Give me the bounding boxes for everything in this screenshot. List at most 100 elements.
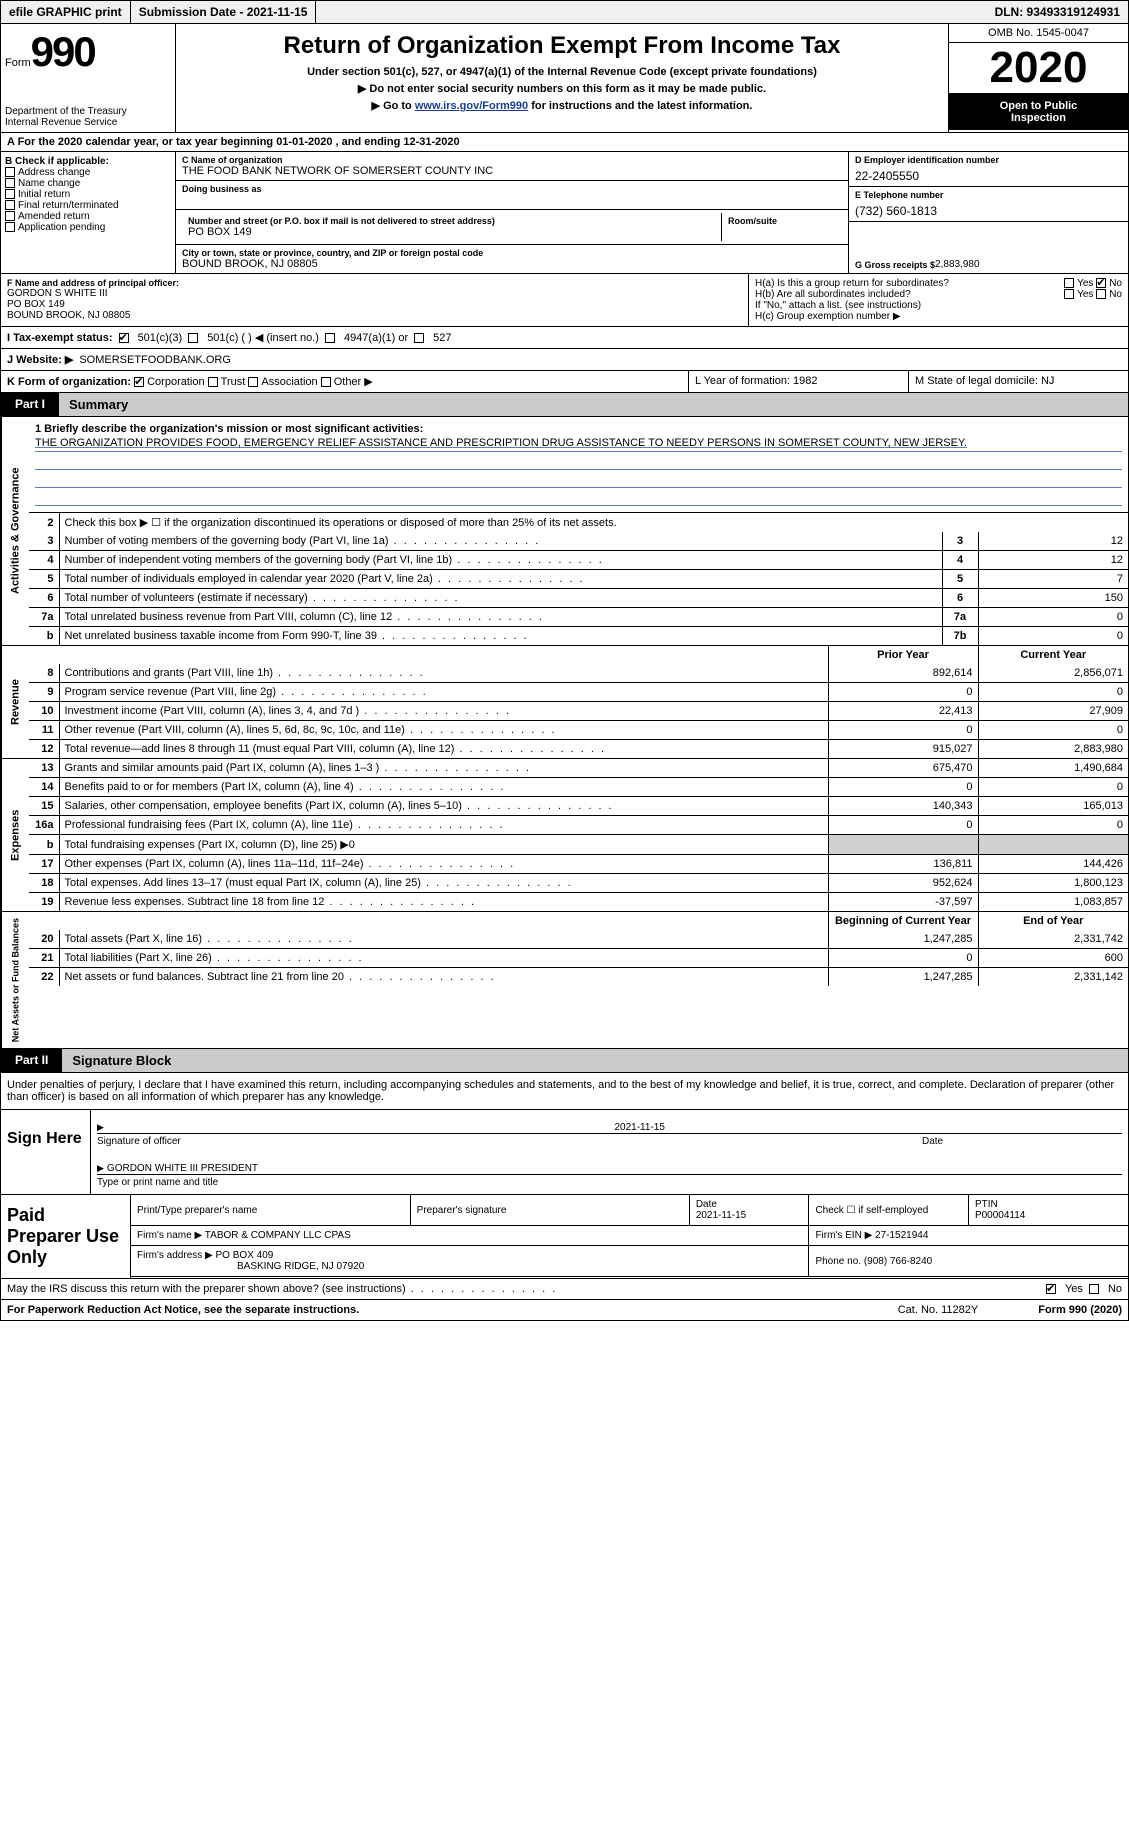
ha-yes[interactable]: [1064, 278, 1074, 288]
prior-val: 675,470: [828, 759, 978, 778]
chk-501c3[interactable]: [119, 333, 129, 343]
line-val: 0: [978, 608, 1128, 627]
vlabel-exp: Expenses: [1, 759, 29, 911]
ha-no[interactable]: [1096, 278, 1106, 288]
discuss-yes[interactable]: [1046, 1284, 1056, 1294]
hb-no[interactable]: [1096, 289, 1106, 299]
firm-ein: 27-1521944: [875, 1230, 928, 1241]
chk-final-return[interactable]: [5, 200, 15, 210]
irs-link[interactable]: www.irs.gov/Form990: [415, 100, 528, 112]
prior-val: 0: [828, 949, 978, 968]
gov-table: 2Check this box ▶ ☐ if the organization …: [29, 513, 1128, 532]
line-val: 12: [978, 532, 1128, 551]
city-label: City or town, state or province, country…: [182, 248, 842, 258]
prior-val: 915,027: [828, 740, 978, 759]
line-desc: Total revenue—add lines 8 through 11 (mu…: [59, 740, 828, 759]
line-desc: Total expenses. Add lines 13–17 (must eq…: [59, 874, 828, 893]
form-990-num: 990: [31, 28, 95, 76]
penalties-text: Under penalties of perjury, I declare th…: [0, 1073, 1129, 1110]
prior-val: 136,811: [828, 855, 978, 874]
gross-label: G Gross receipts $: [855, 260, 935, 270]
prior-val: 0: [828, 683, 978, 702]
phone-label: E Telephone number: [855, 190, 1122, 200]
line2: Check this box ▶ ☐ if the organization d…: [59, 513, 1128, 532]
current-val: 0: [978, 683, 1128, 702]
line-desc: Total number of volunteers (estimate if …: [59, 589, 942, 608]
line-val: 0: [978, 627, 1128, 646]
line-desc: Net unrelated business taxable income fr…: [59, 627, 942, 646]
sign-date: 2021-11-15: [614, 1122, 1122, 1133]
officer-addr2: BOUND BROOK, NJ 08805: [7, 310, 742, 321]
ein-label: D Employer identification number: [855, 155, 1122, 165]
prior-val: 892,614: [828, 664, 978, 683]
firm-addr-label: Firm's address ▶: [137, 1250, 213, 1261]
dln: DLN: 93493319124931: [987, 1, 1128, 23]
chk-amended[interactable]: [5, 211, 15, 221]
line-desc: Number of voting members of the governin…: [59, 532, 942, 551]
chk-trust[interactable]: [208, 377, 218, 387]
exp-section: Expenses 13 Grants and similar amounts p…: [0, 759, 1129, 912]
prep-check: Check ☐ if self-employed: [809, 1195, 969, 1226]
line-desc: Other expenses (Part IX, column (A), lin…: [59, 855, 828, 874]
subtitle-1: Under section 501(c), 527, or 4947(a)(1)…: [180, 64, 944, 80]
sig-label: Signature of officer: [97, 1136, 922, 1147]
state-domicile: M State of legal domicile: NJ: [908, 371, 1128, 392]
current-val: 1,490,684: [978, 759, 1128, 778]
efile-button[interactable]: efile GRAPHIC print: [1, 1, 131, 23]
phone: (732) 560-1813: [855, 200, 1122, 218]
chk-pending[interactable]: [5, 222, 15, 232]
firm-name: TABOR & COMPANY LLC CPAS: [205, 1230, 351, 1241]
firm-addr2: BASKING RIDGE, NJ 07920: [137, 1261, 364, 1272]
officer-label: F Name and address of principal officer:: [7, 278, 742, 288]
hdr-current: Current Year: [978, 646, 1128, 664]
current-val: 0: [978, 721, 1128, 740]
j-label: J Website: ▶: [7, 353, 73, 366]
ptin: P00004114: [975, 1210, 1025, 1221]
hb-yes[interactable]: [1064, 289, 1074, 299]
chk-assoc[interactable]: [248, 377, 258, 387]
line-val: 12: [978, 551, 1128, 570]
chk-address-change[interactable]: [5, 167, 15, 177]
discuss-no[interactable]: [1089, 1284, 1099, 1294]
chk-527[interactable]: [414, 333, 424, 343]
form-header: Form 990 Department of the Treasury Inte…: [0, 24, 1129, 133]
firm-addr1: PO BOX 409: [216, 1250, 274, 1261]
current-val: 165,013: [978, 797, 1128, 816]
prior-val: 0: [828, 778, 978, 797]
current-val: 2,331,742: [978, 930, 1128, 949]
goto-post: for instructions and the latest informat…: [531, 100, 752, 112]
chk-other[interactable]: [321, 377, 331, 387]
line-desc: Contributions and grants (Part VIII, lin…: [59, 664, 828, 683]
line-desc: Total number of individuals employed in …: [59, 570, 942, 589]
period-row: A For the 2020 calendar year, or tax yea…: [0, 133, 1129, 152]
current-val: 144,426: [978, 855, 1128, 874]
city: BOUND BROOK, NJ 08805: [182, 258, 842, 270]
name-label: Type or print name and title: [97, 1177, 1122, 1188]
line-desc: Total assets (Part X, line 16): [59, 930, 828, 949]
blank-line: [35, 472, 1122, 488]
i-label: I Tax-exempt status:: [7, 332, 113, 344]
prior-val: 140,343: [828, 797, 978, 816]
line-val: 150: [978, 589, 1128, 608]
current-val: 2,883,980: [978, 740, 1128, 759]
prep-h1: Print/Type preparer's name: [131, 1195, 410, 1226]
vlabel-net: Net Assets or Fund Balances: [1, 912, 29, 1048]
prep-h2: Preparer's signature: [410, 1195, 689, 1226]
dba-label: Doing business as: [182, 184, 842, 194]
line-val: 7: [978, 570, 1128, 589]
chk-4947[interactable]: [325, 333, 335, 343]
chk-initial-return[interactable]: [5, 189, 15, 199]
preparer-block: Paid Preparer Use Only Print/Type prepar…: [0, 1195, 1129, 1279]
line-desc: Other revenue (Part VIII, column (A), li…: [59, 721, 828, 740]
dept-treasury: Department of the Treasury: [5, 106, 171, 117]
chk-501c[interactable]: [188, 333, 198, 343]
chk-name-change[interactable]: [5, 178, 15, 188]
line-desc: Investment income (Part VIII, column (A)…: [59, 702, 828, 721]
vlabel-rev: Revenue: [1, 646, 29, 758]
irs-label: Internal Revenue Service: [5, 117, 171, 128]
box-de: D Employer identification number 22-2405…: [848, 152, 1128, 273]
hdr-eoy: End of Year: [978, 912, 1128, 930]
chk-corp[interactable]: [134, 377, 144, 387]
paperwork-notice: For Paperwork Reduction Act Notice, see …: [7, 1304, 359, 1316]
part1-header: Part I Summary: [0, 393, 1129, 417]
